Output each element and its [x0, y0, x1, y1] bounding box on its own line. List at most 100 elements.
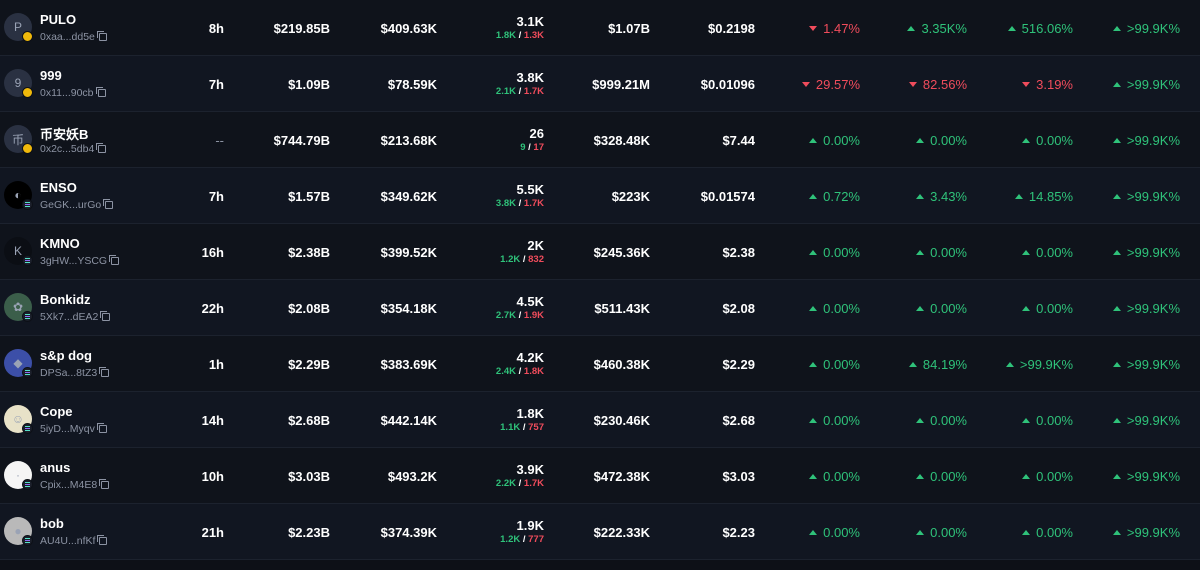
token-address: 0xaa...dd5e: [40, 31, 107, 43]
chain-icon: [22, 479, 33, 490]
token-name[interactable]: anus: [40, 460, 71, 475]
transactions: 1.9K 1.2K / 777: [450, 504, 544, 560]
price-change-1: 0.00%: [770, 392, 860, 448]
table-row[interactable]: ◆ s&p dog DPSa...8tZ3 1h $2.29B $383.69K…: [0, 336, 1200, 392]
token-name[interactable]: PULO: [40, 12, 77, 27]
change-arrow-icon: [916, 137, 925, 143]
price-change-4: >99.9K%: [1085, 392, 1180, 448]
market-cap: $442.14K: [380, 412, 437, 428]
copy-icon[interactable]: [99, 479, 110, 489]
txn-total: 4.5K: [516, 294, 544, 309]
table-row[interactable]: ☺ Cope 5iyD...Myqv 14h $2.68B $442.14K 1…: [0, 392, 1200, 448]
transactions: 3.9K 2.2K / 1.7K: [450, 448, 544, 504]
price-change-2: 84.19%: [875, 336, 967, 392]
pair-age: 22h: [201, 300, 224, 316]
volume: $222.33K: [593, 524, 650, 540]
token-name[interactable]: ENSO: [40, 180, 77, 195]
token-cell[interactable]: ● bob AU4U...nfKf: [0, 504, 190, 560]
token-avatar: P: [4, 13, 32, 41]
token-name[interactable]: Cope: [40, 404, 73, 419]
market-cap: $349.62K: [380, 188, 437, 204]
token-name[interactable]: Bonkidz: [40, 292, 91, 307]
liquidity: $219.85B: [273, 20, 330, 36]
txn-split: 9 / 17: [520, 142, 544, 153]
price: $2.23: [722, 524, 755, 540]
token-cell[interactable]: K KMNO 3gHW...YSCG: [0, 224, 190, 280]
table-row[interactable]: K KMNO 3gHW...YSCG 16h $2.38B $399.52K 2…: [0, 224, 1200, 280]
price: $0.01096: [700, 76, 755, 92]
token-cell[interactable]: P PULO 0xaa...dd5e: [0, 0, 190, 56]
token-name[interactable]: 币安妖B: [40, 127, 89, 142]
txn-total: 1.8K: [516, 406, 544, 421]
change-arrow-icon: [1022, 81, 1031, 87]
table-row[interactable]: 9 999 0x11...90cb 7h $1.09B $78.59K 3.8K…: [0, 56, 1200, 112]
token-cell[interactable]: 币 币安妖B 0x2c...5db4: [0, 112, 190, 168]
txn-split: 2.7K / 1.9K: [495, 310, 544, 321]
token-cell[interactable]: 9 999 0x11...90cb: [0, 56, 190, 112]
table-row[interactable]: P PULO 0xaa...dd5e 8h $219.85B $409.63K …: [0, 0, 1200, 56]
chain-icon: [22, 87, 33, 98]
token-name[interactable]: bob: [40, 516, 64, 531]
volume: $999.21M: [592, 76, 650, 92]
price-change-3: 14.85%: [980, 168, 1073, 224]
token-cell[interactable]: ✿ Bonkidz 5Xk7...dEA2: [0, 280, 190, 336]
token-cell[interactable]: · anus Cpix...M4E8: [0, 448, 190, 504]
txn-sells: 757: [528, 422, 544, 433]
token-cell[interactable]: ◆ s&p dog DPSa...8tZ3: [0, 336, 190, 392]
price-change-4: >99.9K%: [1085, 336, 1180, 392]
volume: $460.38K: [593, 356, 650, 372]
price-change-3: 0.00%: [980, 504, 1073, 560]
volume: $223K: [611, 188, 650, 204]
copy-icon[interactable]: [99, 367, 110, 377]
table-row[interactable]: ● bob AU4U...nfKf 21h $2.23B $374.39K 1.…: [0, 504, 1200, 560]
token-cell[interactable]: ☺ Cope 5iyD...Myqv: [0, 392, 190, 448]
price-change-1: 0.00%: [770, 224, 860, 280]
txn-total: 3.8K: [516, 70, 544, 85]
market-cap: $409.63K: [380, 20, 437, 36]
txn-split: 2.4K / 1.8K: [495, 366, 544, 377]
token-name[interactable]: KMNO: [40, 236, 80, 251]
price-change-2: 0.00%: [875, 224, 967, 280]
liquidity: $2.38B: [288, 244, 330, 260]
price-change-4: >99.9K%: [1085, 224, 1180, 280]
price: $2.29: [722, 356, 755, 372]
market-cap: $78.59K: [387, 76, 437, 92]
copy-icon[interactable]: [97, 535, 108, 545]
change-arrow-icon: [908, 81, 917, 87]
change-arrow-icon: [916, 529, 925, 535]
copy-icon[interactable]: [103, 199, 114, 209]
token-name[interactable]: s&p dog: [40, 348, 92, 363]
copy-icon[interactable]: [95, 87, 106, 97]
token-address: AU4U...nfKf: [40, 535, 108, 547]
token-cell[interactable]: ◐ ENSO GeGK...urGo: [0, 168, 190, 224]
volume: $1.07B: [608, 20, 650, 36]
txn-sells: 1.9K: [523, 310, 544, 321]
table-row[interactable]: ✿ Bonkidz 5Xk7...dEA2 22h $2.08B $354.18…: [0, 280, 1200, 336]
pair-age: 7h: [208, 188, 224, 204]
change-arrow-icon: [1112, 193, 1121, 199]
table-row[interactable]: 币 币安妖B 0x2c...5db4 -- $744.79B $213.68K …: [0, 112, 1200, 168]
token-address: 0x11...90cb: [40, 87, 106, 99]
copy-icon[interactable]: [96, 143, 107, 153]
change-arrow-icon: [1112, 473, 1121, 479]
copy-icon[interactable]: [96, 31, 107, 41]
change-arrow-icon: [908, 361, 917, 367]
copy-icon[interactable]: [109, 255, 120, 265]
change-arrow-icon: [1022, 137, 1031, 143]
change-arrow-icon: [916, 473, 925, 479]
copy-icon[interactable]: [96, 423, 107, 433]
price-change-1: 29.57%: [770, 56, 860, 112]
table-row[interactable]: ◐ ENSO GeGK...urGo 7h $1.57B $349.62K 5.…: [0, 168, 1200, 224]
liquidity: $2.08B: [288, 300, 330, 316]
copy-icon[interactable]: [100, 311, 111, 321]
pair-age: 14h: [201, 412, 224, 428]
price-change-1: 0.00%: [770, 280, 860, 336]
token-address: 5iyD...Myqv: [40, 423, 107, 435]
price-change-4: >99.9K%: [1085, 168, 1180, 224]
change-arrow-icon: [1112, 305, 1121, 311]
token-name[interactable]: 999: [40, 68, 62, 83]
token-address: 0x2c...5db4: [40, 143, 107, 155]
table-row[interactable]: · anus Cpix...M4E8 10h $3.03B $493.2K 3.…: [0, 448, 1200, 504]
price-change-2: 0.00%: [875, 504, 967, 560]
